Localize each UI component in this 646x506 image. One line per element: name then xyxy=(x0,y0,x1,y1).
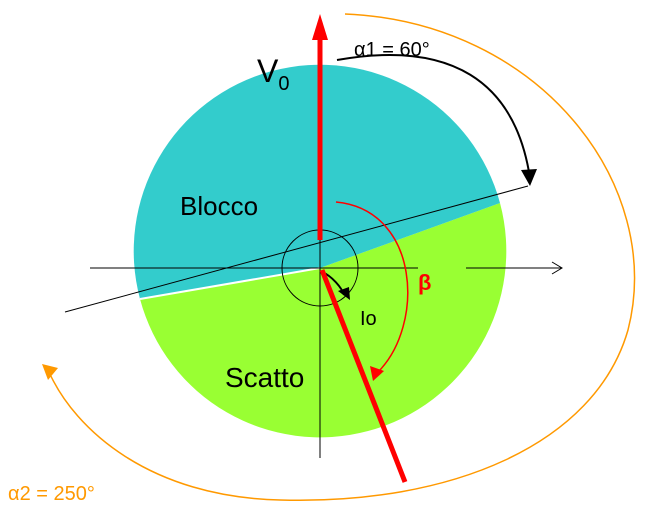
current-vector xyxy=(319,269,408,483)
blocco-label: Blocco xyxy=(180,191,258,221)
alpha1-arc xyxy=(336,53,531,179)
v0-arrowhead-icon xyxy=(312,14,328,40)
alpha2-arrowhead-icon xyxy=(42,364,58,380)
io-arrowhead-icon xyxy=(338,287,350,300)
io-label: Io xyxy=(360,308,377,330)
alpha2-arc xyxy=(48,13,636,502)
scatto-region xyxy=(140,203,507,438)
blocco-region xyxy=(133,64,500,300)
inclined-axis xyxy=(64,185,529,313)
alpha1-arrowhead-icon xyxy=(521,169,537,186)
beta-label: β xyxy=(418,270,431,295)
alpha1-label: α1 = 60° xyxy=(354,39,430,61)
axis-arrowhead-icon xyxy=(551,261,563,275)
scatto-label: Scatto xyxy=(225,362,304,393)
v0-subscript: 0 xyxy=(278,73,289,95)
alpha2-label: α2 = 250° xyxy=(8,483,95,505)
boundary-highlight xyxy=(139,267,321,300)
v0-label: V0 xyxy=(257,53,289,95)
beta-arc xyxy=(335,201,409,373)
beta-arrowhead-icon xyxy=(370,366,384,381)
